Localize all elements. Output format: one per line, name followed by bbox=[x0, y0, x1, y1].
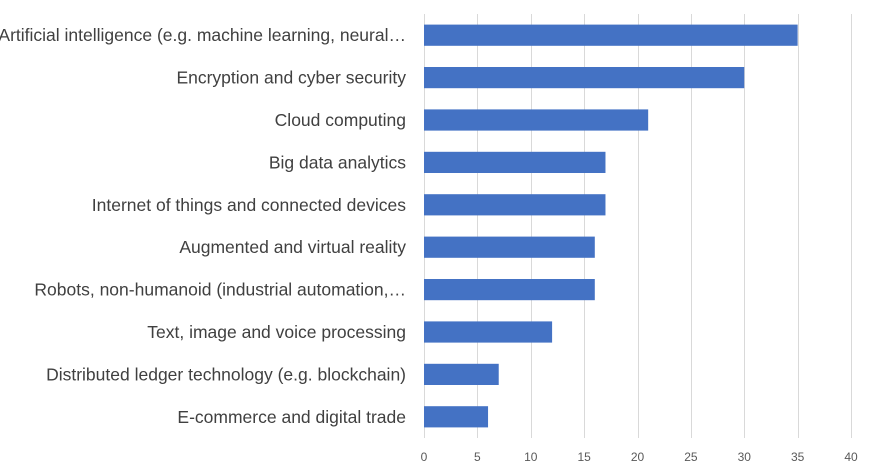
bar bbox=[424, 321, 553, 343]
bar bbox=[424, 24, 798, 46]
x-tick-label: 10 bbox=[524, 450, 538, 464]
x-tick-label: 35 bbox=[791, 450, 805, 464]
bar bbox=[424, 109, 649, 131]
bar bbox=[424, 194, 606, 216]
x-tick-label: 40 bbox=[844, 450, 858, 464]
category-label: Artificial intelligence (e.g. machine le… bbox=[0, 25, 406, 45]
x-tick-label: 25 bbox=[684, 450, 698, 464]
x-tick-label: 5 bbox=[474, 450, 481, 464]
category-label: Encryption and cyber security bbox=[176, 68, 406, 88]
category-label: E-commerce and digital trade bbox=[177, 407, 406, 427]
bar bbox=[424, 363, 499, 385]
x-tick-label: 0 bbox=[421, 450, 428, 464]
category-label: Robots, non-humanoid (industrial automat… bbox=[34, 280, 406, 300]
category-label: Cloud computing bbox=[275, 110, 406, 130]
category-label: Text, image and voice processing bbox=[147, 322, 406, 342]
bar bbox=[424, 236, 595, 258]
bars bbox=[424, 24, 798, 428]
category-label: Big data analytics bbox=[269, 152, 406, 172]
category-label: Internet of things and connected devices bbox=[92, 195, 406, 215]
bar bbox=[424, 279, 595, 301]
bar bbox=[424, 406, 489, 428]
x-tick-label: 15 bbox=[577, 450, 591, 464]
x-axis-tick-labels: 0 5 10 15 20 25 30 35 40 bbox=[421, 450, 858, 464]
bar bbox=[424, 151, 606, 173]
bar bbox=[424, 67, 745, 89]
x-tick-label: 20 bbox=[631, 450, 645, 464]
category-label: Augmented and virtual reality bbox=[179, 237, 406, 257]
x-tick-label: 30 bbox=[738, 450, 752, 464]
category-labels: Artificial intelligence (e.g. machine le… bbox=[0, 25, 406, 427]
category-label: Distributed ledger technology (e.g. bloc… bbox=[46, 364, 406, 384]
